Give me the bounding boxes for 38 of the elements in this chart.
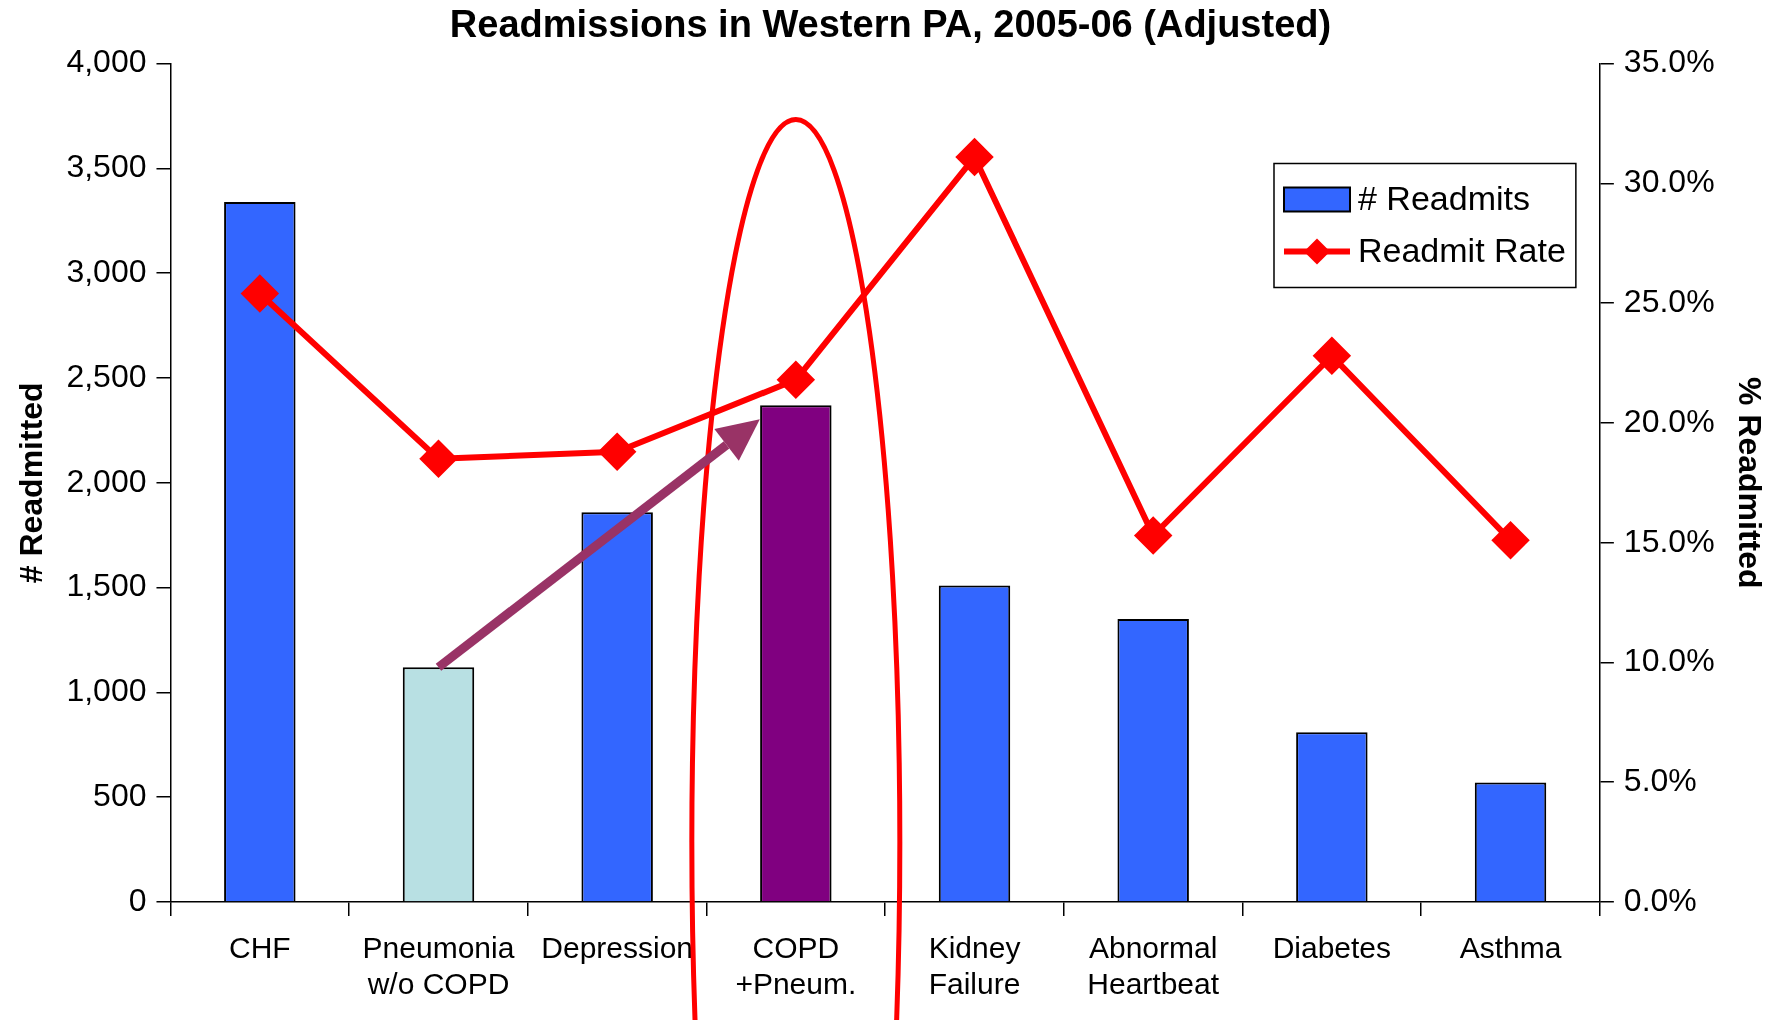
y-tick-label: 2,000 bbox=[66, 462, 147, 499]
chart-title: Readmissions in Western PA, 2005-06 (Adjusted) bbox=[449, 3, 1332, 46]
y2-tick-label: 20.0% bbox=[1623, 402, 1715, 439]
y-tick-label: 3,000 bbox=[66, 253, 147, 290]
x-tick-label: COPD +Pneum. bbox=[735, 931, 857, 1001]
x-tick-label: Pneumonia w/o COPD bbox=[362, 931, 515, 1001]
y2-axis-title: % Readmitted bbox=[1731, 377, 1768, 589]
y-tick-label: 4,000 bbox=[66, 43, 147, 80]
point bbox=[777, 361, 814, 398]
point bbox=[1492, 522, 1529, 559]
x-tick-label: Abnormal Heartbeat bbox=[1087, 931, 1220, 1001]
point bbox=[420, 440, 457, 477]
point bbox=[241, 275, 278, 312]
y-tick-label: 2,500 bbox=[66, 357, 147, 394]
x-tick-label: Depression bbox=[541, 931, 694, 965]
x-tick-label: Kidney Failure bbox=[928, 931, 1021, 1001]
y2-tick-label: 25.0% bbox=[1623, 282, 1715, 319]
point bbox=[1135, 517, 1172, 554]
y-axis-title: # Readmitted bbox=[13, 382, 50, 584]
y-tick-label: 500 bbox=[93, 777, 147, 814]
y-tick-label: 0 bbox=[128, 881, 147, 918]
x-tick-label: Asthma bbox=[1459, 931, 1562, 965]
x-tick-label: CHF bbox=[228, 931, 291, 965]
y2-tick-label: 10.0% bbox=[1623, 642, 1715, 679]
legend-label: # Readmits bbox=[1358, 178, 1530, 217]
y2-tick-label: 5.0% bbox=[1623, 762, 1697, 799]
point bbox=[1313, 337, 1350, 374]
x-tick-label: Diabetes bbox=[1272, 931, 1392, 965]
y-tick-label: 1,500 bbox=[66, 567, 147, 604]
y2-tick-label: 30.0% bbox=[1623, 163, 1715, 200]
legend-label: Readmit Rate bbox=[1358, 230, 1566, 269]
point bbox=[599, 433, 636, 470]
y2-tick-label: 35.0% bbox=[1623, 43, 1715, 80]
y-tick-label: 1,000 bbox=[66, 672, 147, 709]
y2-tick-label: 0.0% bbox=[1623, 881, 1697, 918]
point bbox=[956, 139, 993, 176]
y-tick-label: 3,500 bbox=[66, 148, 147, 185]
y2-tick-label: 15.0% bbox=[1623, 522, 1715, 559]
